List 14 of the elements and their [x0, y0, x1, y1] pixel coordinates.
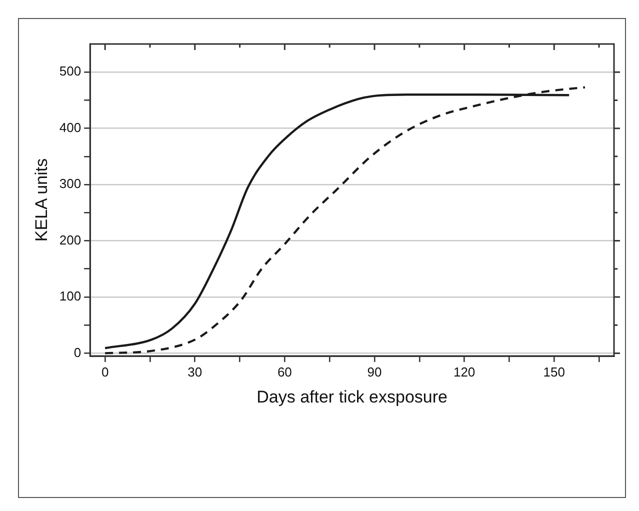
- y-tick-label: 500: [59, 64, 82, 79]
- x-tick-label: 30: [188, 364, 202, 380]
- x-tick-label: 60: [277, 364, 292, 380]
- y-axis-title: KELA units: [32, 158, 51, 242]
- y-tick-label: 0: [74, 344, 82, 360]
- x-tick-label: 120: [453, 364, 476, 380]
- y-tick-label: 200: [59, 232, 82, 248]
- x-tick-label: 150: [543, 364, 565, 380]
- y-tick-label: 100: [59, 288, 82, 304]
- y-tick-label: 400: [59, 120, 82, 135]
- x-tick-label: 90: [367, 364, 382, 380]
- x-tick-label: 0: [101, 364, 109, 380]
- y-tick-label: 300: [59, 176, 82, 192]
- x-axis-title: Days after tick exsposure: [256, 387, 448, 406]
